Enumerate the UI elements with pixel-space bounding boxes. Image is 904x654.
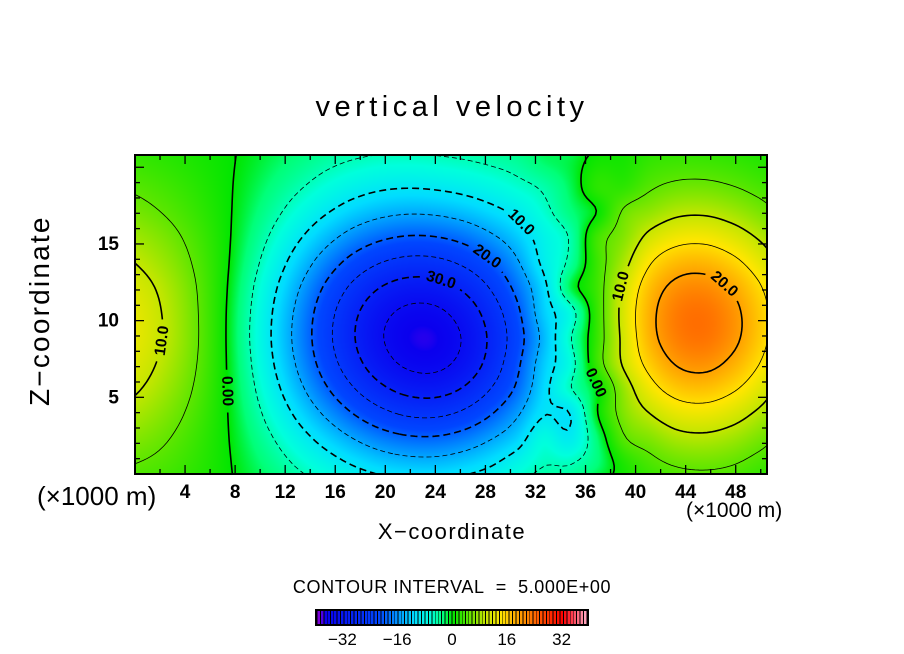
svg-text:30.0: 30.0 [424, 268, 458, 293]
svg-text:0.00: 0.00 [218, 376, 236, 407]
svg-text:20.0: 20.0 [707, 268, 741, 301]
svg-text:28: 28 [475, 482, 496, 503]
svg-text:36: 36 [575, 482, 596, 503]
svg-text:5: 5 [108, 387, 119, 408]
svg-text:8: 8 [230, 482, 241, 503]
svg-text:0.00: 0.00 [582, 366, 610, 401]
svg-text:10.0: 10.0 [609, 270, 633, 303]
svg-text:−16: −16 [383, 630, 412, 649]
svg-text:16: 16 [325, 482, 346, 503]
svg-text:20: 20 [375, 482, 396, 503]
svg-text:24: 24 [425, 482, 447, 503]
svg-text:20.0: 20.0 [470, 241, 504, 272]
svg-text:0: 0 [447, 630, 456, 649]
svg-text:−32: −32 [328, 630, 357, 649]
svg-text:40: 40 [625, 482, 646, 503]
svg-text:4: 4 [180, 482, 191, 503]
svg-text:16: 16 [497, 630, 516, 649]
svg-text:15: 15 [98, 234, 120, 255]
svg-text:32: 32 [552, 630, 571, 649]
svg-text:10.0: 10.0 [152, 325, 173, 357]
svg-text:10.0: 10.0 [504, 206, 537, 239]
svg-text:10: 10 [98, 311, 119, 332]
svg-text:12: 12 [275, 482, 296, 503]
svg-text:32: 32 [525, 482, 546, 503]
